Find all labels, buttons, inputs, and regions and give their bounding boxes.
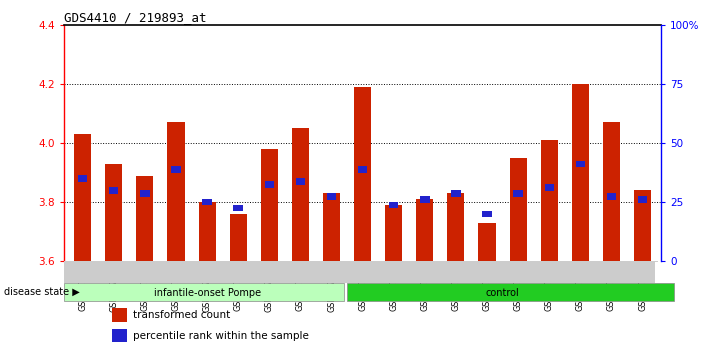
Text: transformed count: transformed count [133, 310, 230, 320]
Text: GDS4410 / 219893_at: GDS4410 / 219893_at [64, 11, 206, 24]
Bar [292, 128, 309, 261]
Bar [64, 261, 655, 284]
Bar [451, 190, 461, 196]
Bar [74, 134, 91, 261]
Text: control: control [486, 287, 520, 298]
Text: infantile-onset Pompe: infantile-onset Pompe [154, 287, 261, 298]
Bar [198, 202, 215, 261]
Bar [540, 140, 558, 261]
Text: disease state ▶: disease state ▶ [4, 287, 80, 297]
Bar [230, 214, 247, 261]
Bar [572, 84, 589, 261]
Bar [634, 190, 651, 261]
Bar [389, 202, 398, 209]
Bar [171, 166, 181, 173]
Bar [64, 284, 344, 301]
Bar [112, 329, 127, 342]
Bar [347, 284, 673, 301]
Bar [354, 87, 371, 261]
Bar [112, 308, 127, 322]
Bar [140, 190, 149, 196]
Bar [323, 193, 340, 261]
Bar [296, 178, 305, 185]
Bar [233, 205, 243, 211]
Bar [420, 196, 429, 202]
Bar [638, 196, 647, 202]
Bar [576, 160, 585, 167]
Bar [416, 199, 434, 261]
Bar [327, 193, 336, 200]
Bar [105, 164, 122, 261]
Bar [482, 211, 492, 217]
Bar [545, 184, 554, 191]
Bar [447, 193, 464, 261]
Bar [203, 199, 212, 205]
Bar [385, 205, 402, 261]
Bar [513, 190, 523, 196]
Bar [510, 158, 527, 261]
Bar [603, 122, 620, 261]
Bar [358, 166, 368, 173]
Text: percentile rank within the sample: percentile rank within the sample [133, 331, 309, 341]
Bar [167, 122, 185, 261]
Bar [109, 187, 119, 194]
Bar [261, 149, 278, 261]
Bar [264, 181, 274, 188]
Bar [479, 223, 496, 261]
Bar [78, 175, 87, 182]
Bar [606, 193, 616, 200]
Bar [137, 176, 154, 261]
